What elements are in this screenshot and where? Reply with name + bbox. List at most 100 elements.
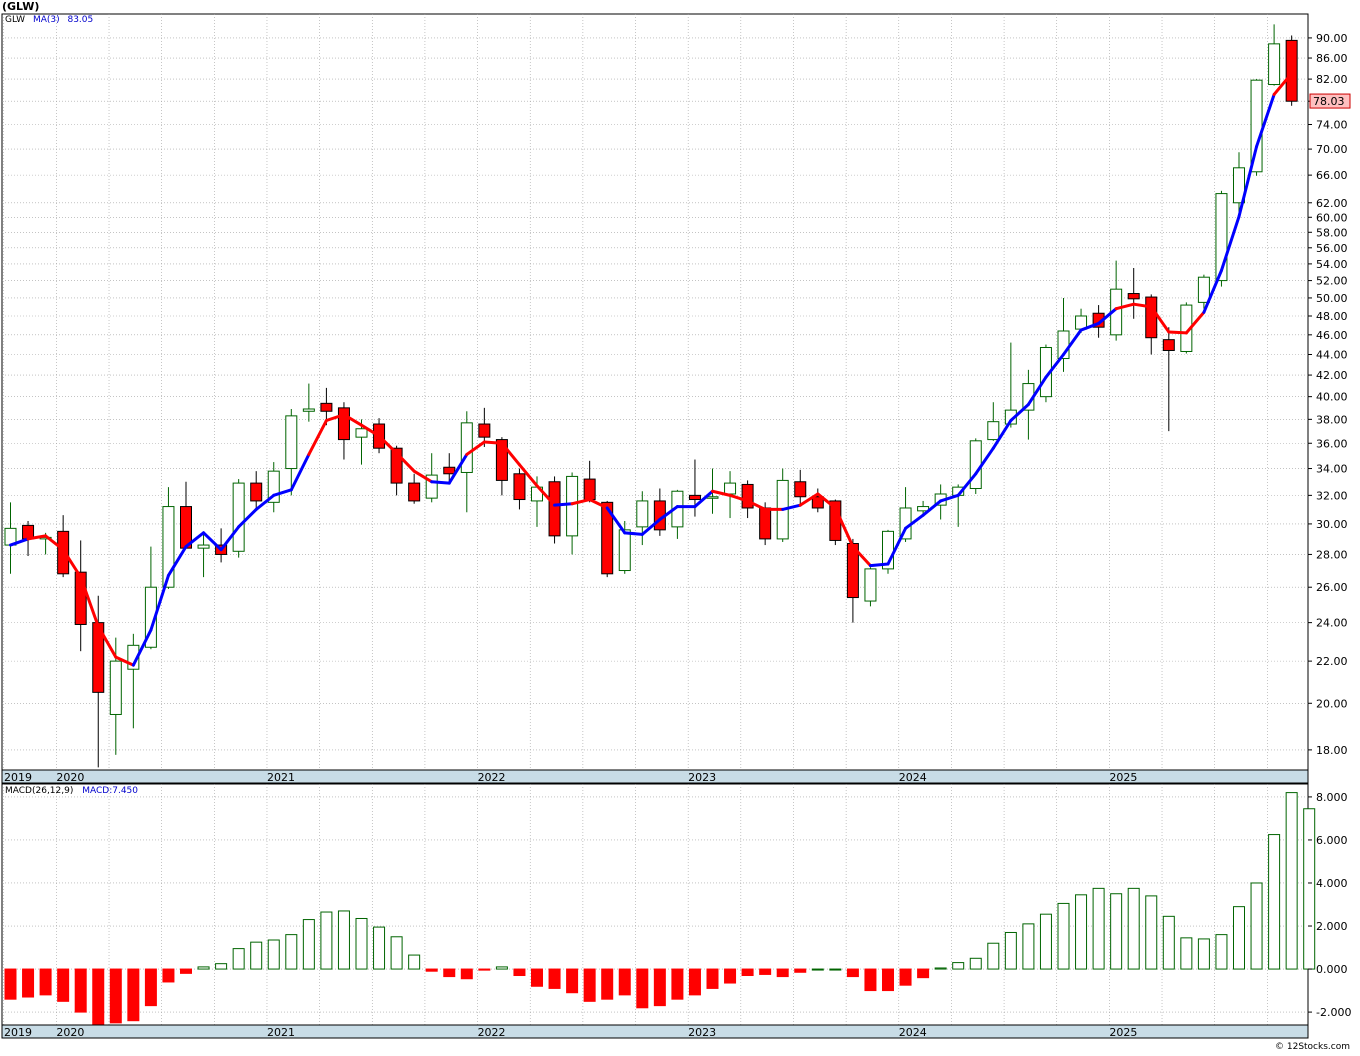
macd-bar <box>144 968 157 1007</box>
candle-body <box>408 482 421 502</box>
last-price-box <box>1309 93 1351 109</box>
ma-segment <box>535 484 557 507</box>
macd-tick-label: 8.000 <box>1316 791 1348 804</box>
ma-segment <box>1167 330 1188 335</box>
macd-bar <box>671 968 684 1000</box>
macd-bar <box>1092 887 1105 970</box>
macd-bar <box>1250 882 1263 970</box>
macd-bar <box>478 968 491 971</box>
ma-segment <box>1255 92 1276 149</box>
ma-segment <box>430 480 451 485</box>
ma-segment <box>447 452 469 485</box>
candle-body <box>688 494 701 501</box>
legend-macd-value: MACD:7.450 <box>82 786 139 796</box>
macd-bar <box>776 968 789 978</box>
candle-body <box>618 529 631 572</box>
ma-segment <box>1272 71 1294 96</box>
candle-body <box>232 482 245 552</box>
macd-bar <box>197 966 210 970</box>
macd-bar <box>92 968 105 1026</box>
candle-body <box>197 544 210 549</box>
price-tick-label: 40.00 <box>1316 391 1348 404</box>
macd-bar <box>232 948 245 970</box>
ma-segment <box>395 451 416 473</box>
price-tick-label: 74.00 <box>1316 119 1348 132</box>
macd-bar <box>513 968 526 977</box>
macd-bar <box>846 968 859 978</box>
ma-segment <box>1237 145 1259 219</box>
macd-bar <box>899 968 912 986</box>
ma-segment <box>693 489 714 509</box>
ma-segment <box>570 498 592 506</box>
x-axis-year-label: 2019 <box>4 771 32 784</box>
candle-body <box>1215 193 1228 282</box>
ma-segment <box>851 545 872 568</box>
macd-bar <box>1057 902 1070 970</box>
candle-body <box>724 482 737 495</box>
ma-segment <box>272 488 293 497</box>
macd-bar <box>1285 792 1298 970</box>
price-tick-label: 20.00 <box>1316 697 1348 710</box>
x-axis-year-label: 2020 <box>56 771 84 784</box>
macd-bar <box>1127 887 1140 970</box>
candle-body <box>759 507 772 540</box>
ma-segment <box>9 537 30 547</box>
ma-segment <box>553 502 574 507</box>
ma-segment <box>412 469 434 484</box>
candle-body <box>1197 276 1210 303</box>
macd-bar <box>811 968 824 971</box>
ma-segment <box>974 446 995 476</box>
price-tick-label: 26.00 <box>1316 581 1348 594</box>
ma-segment <box>1026 375 1048 406</box>
ma-segment <box>728 493 750 503</box>
legend-ma-label: MA(3) <box>32 15 60 25</box>
candle-body <box>302 408 315 412</box>
x-axis-year-label: 2021 <box>267 771 295 784</box>
ma-segment <box>254 493 276 511</box>
price-tick-label: 82.00 <box>1316 73 1348 86</box>
candle-body <box>636 500 649 528</box>
candle-body <box>1127 293 1140 300</box>
x-axis-year-label: 2024 <box>899 771 927 784</box>
macd-bar <box>829 968 842 971</box>
price-tick-label: 22.00 <box>1316 655 1348 668</box>
ma-segment <box>96 624 118 659</box>
macd-bar <box>1268 834 1281 970</box>
macd-bar <box>1197 938 1210 970</box>
candle-body <box>320 402 333 412</box>
macd-tick-label: 2.000 <box>1316 920 1348 933</box>
ma-segment <box>605 506 627 535</box>
candle-body <box>109 660 122 715</box>
candle-body <box>1268 43 1281 86</box>
macd-bar <box>794 968 807 973</box>
macd-bar <box>1233 906 1245 970</box>
candle-body <box>601 501 614 575</box>
candle-body <box>1285 39 1298 102</box>
ma-segment <box>1062 328 1083 356</box>
ma-segment <box>904 513 925 530</box>
candle-body <box>566 475 579 537</box>
price-tick-label: 54.00 <box>1316 258 1348 271</box>
ma-segment <box>868 562 890 568</box>
ma-segment <box>26 534 48 541</box>
macd-bar <box>250 941 263 970</box>
candles <box>4 24 1298 768</box>
ma-segment <box>44 534 65 552</box>
moving-average-line <box>9 71 1294 667</box>
price-tick-label: 52.00 <box>1316 275 1348 288</box>
macd-tick-label: 4.000 <box>1316 877 1348 890</box>
candle-body <box>917 506 930 512</box>
candle-body <box>460 422 473 473</box>
price-frame <box>1 13 1309 771</box>
macd-bar <box>495 966 508 970</box>
macd-bar <box>1162 915 1175 970</box>
ma-segment <box>921 499 943 517</box>
ma-segment <box>658 505 679 522</box>
candle-body <box>74 571 87 625</box>
macd-bar <box>1110 893 1123 970</box>
macd-bar <box>969 957 982 970</box>
ma-segment <box>114 655 135 667</box>
macd-bar <box>267 939 280 970</box>
candle-body <box>706 496 719 499</box>
legend-macd-label: MACD(26,12,9) <box>5 786 74 796</box>
